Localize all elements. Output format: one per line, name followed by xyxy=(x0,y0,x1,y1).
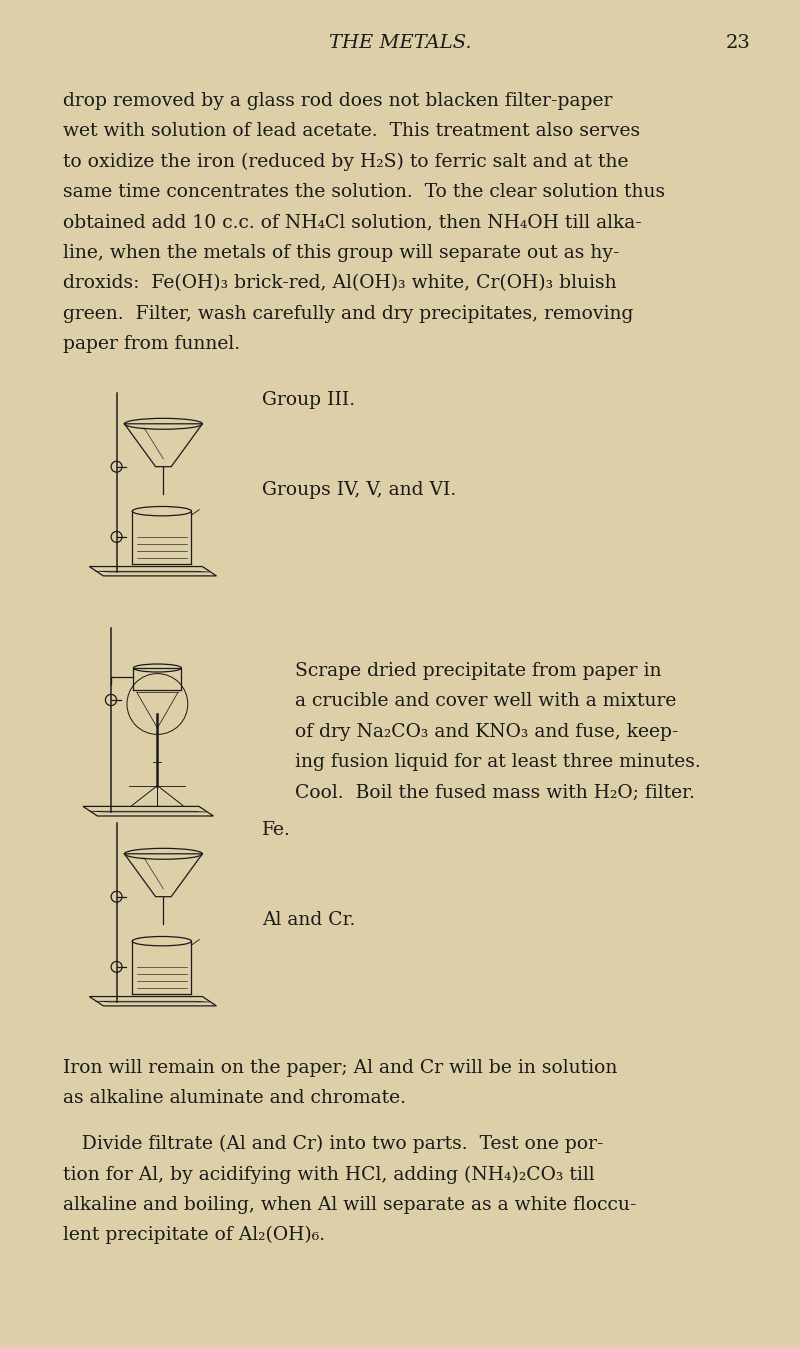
Text: Group III.: Group III. xyxy=(262,391,355,409)
Text: drop removed by a glass rod does not blacken filter-paper: drop removed by a glass rod does not bla… xyxy=(63,92,612,110)
Text: green.  Filter, wash carefully and dry precipitates, removing: green. Filter, wash carefully and dry pr… xyxy=(63,304,634,323)
Text: of dry Na₂CO₃ and KNO₃ and fuse, keep-: of dry Na₂CO₃ and KNO₃ and fuse, keep- xyxy=(295,723,678,741)
Text: same time concentrates the solution.  To the clear solution thus: same time concentrates the solution. To … xyxy=(63,183,665,201)
Text: Cool.  Boil the fused mass with H₂O; filter.: Cool. Boil the fused mass with H₂O; filt… xyxy=(295,784,695,801)
Text: line, when the metals of this group will separate out as hy-: line, when the metals of this group will… xyxy=(63,244,619,261)
Text: Divide filtrate (Al and Cr) into two parts.  Test one por-: Divide filtrate (Al and Cr) into two par… xyxy=(63,1136,603,1153)
Text: paper from funnel.: paper from funnel. xyxy=(63,335,240,353)
Text: Iron will remain on the paper; Al and Cr will be in solution: Iron will remain on the paper; Al and Cr… xyxy=(63,1059,618,1078)
Text: as alkaline aluminate and chromate.: as alkaline aluminate and chromate. xyxy=(63,1090,406,1107)
Text: Fe.: Fe. xyxy=(262,822,291,839)
Text: a crucible and cover well with a mixture: a crucible and cover well with a mixture xyxy=(295,692,676,710)
Text: THE METALS.: THE METALS. xyxy=(329,34,471,53)
Text: wet with solution of lead acetate.  This treatment also serves: wet with solution of lead acetate. This … xyxy=(63,123,640,140)
Text: droxids:  Fe(OH)₃ brick-red, Al(OH)₃ white, Cr(OH)₃ bluish: droxids: Fe(OH)₃ brick-red, Al(OH)₃ whit… xyxy=(63,275,617,292)
Text: Scrape dried precipitate from paper in: Scrape dried precipitate from paper in xyxy=(295,661,662,680)
Text: Al and Cr.: Al and Cr. xyxy=(262,911,355,929)
Text: ing fusion liquid for at least three minutes.: ing fusion liquid for at least three min… xyxy=(295,753,701,770)
Text: to oxidize the iron (reduced by H₂S) to ferric salt and at the: to oxidize the iron (reduced by H₂S) to … xyxy=(63,152,629,171)
Text: tion for Al, by acidifying with HCl, adding (NH₄)₂CO₃ till: tion for Al, by acidifying with HCl, add… xyxy=(63,1165,594,1184)
Text: lent precipitate of Al₂(OH)₆.: lent precipitate of Al₂(OH)₆. xyxy=(63,1226,325,1245)
Text: obtained add 10 c.c. of NH₄Cl solution, then NH₄OH till alka-: obtained add 10 c.c. of NH₄Cl solution, … xyxy=(63,214,642,232)
Text: alkaline and boiling, when Al will separate as a white floccu-: alkaline and boiling, when Al will separ… xyxy=(63,1196,636,1214)
Text: 23: 23 xyxy=(726,34,750,53)
Text: Groups IV, V, and VI.: Groups IV, V, and VI. xyxy=(262,481,456,498)
